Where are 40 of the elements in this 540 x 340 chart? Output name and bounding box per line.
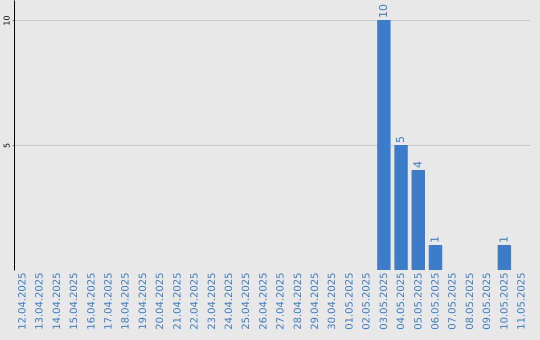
x-tick-label: 02.05.2025 (362, 272, 373, 330)
x-tick-label: 24.04.2025 (224, 272, 235, 330)
x-tick-label: 06.05.2025 (430, 272, 442, 330)
x-tick-label: 28.04.2025 (292, 272, 304, 330)
x-tick-label: 07.05.2025 (448, 272, 459, 330)
x-tick-label: 03.05.2025 (378, 272, 390, 330)
x-tick-label: 25.04.2025 (241, 272, 252, 330)
bar (498, 245, 512, 270)
x-tick-label: 22.04.2025 (190, 272, 201, 330)
x-tick-label: 27.04.2025 (276, 272, 287, 330)
data-label: 10 (376, 4, 390, 18)
x-tick-label: 08.05.2025 (464, 272, 476, 330)
x-tick-label: 19.04.2025 (138, 272, 149, 330)
data-label: 4 (411, 161, 424, 168)
x-tick-label: 15.04.2025 (69, 272, 80, 330)
x-tick-label: 16.04.2025 (86, 272, 98, 330)
x-tick-label: 26.04.2025 (258, 272, 270, 330)
x-tick-label: 09.05.2025 (482, 272, 494, 330)
x-tick-label: 29.04.2025 (310, 272, 322, 330)
bar (428, 245, 442, 270)
bar (394, 145, 408, 270)
x-tick-label: 17.04.2025 (103, 272, 114, 330)
x-tick-label: 21.04.2025 (172, 272, 184, 330)
x-tick-label: 04.05.2025 (396, 272, 408, 330)
bar (412, 170, 426, 270)
x-tick-label: 05.05.2025 (413, 272, 424, 330)
x-tick-label: 11.05.2025 (516, 272, 528, 330)
data-label: 1 (497, 236, 510, 243)
x-tick-label: 23.04.2025 (206, 272, 218, 330)
x-tick-label: 14.04.2025 (52, 272, 63, 330)
x-tick-label: 01.05.2025 (344, 272, 356, 330)
x-tick-label: 13.04.2025 (34, 272, 46, 330)
data-label: 5 (394, 136, 408, 143)
x-tick-label: 12.04.2025 (17, 272, 28, 330)
x-tick-label: 20.04.2025 (155, 272, 166, 330)
x-tick-label: 18.04.2025 (120, 272, 132, 330)
x-tick-label: 10.05.2025 (499, 272, 510, 330)
data-label: 1 (428, 236, 442, 243)
bar (377, 20, 391, 270)
x-tick-label: 30.04.2025 (327, 272, 338, 330)
